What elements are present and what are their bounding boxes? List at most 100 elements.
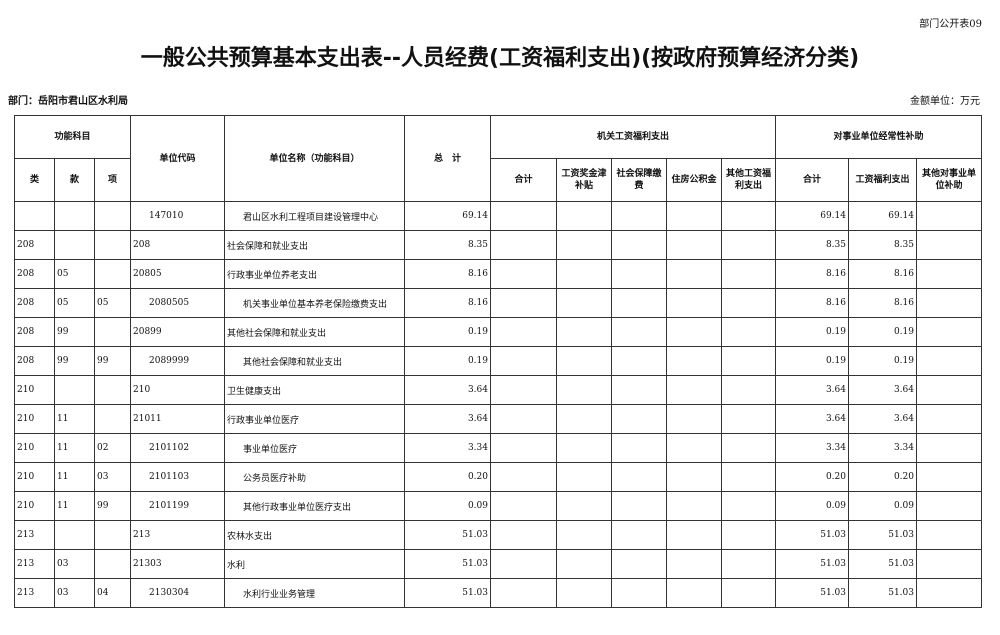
cell-sub-total: 8.16 [775,259,849,289]
table-row: 213 03 04 2130304 水利行业业务管理 51.03 51.03 51.03 [14,578,982,608]
cell-sub-other [916,404,982,434]
cell-kuan [54,375,95,405]
cell-lei: 208 [14,317,55,347]
cell-org-housing [666,462,722,492]
cell-code: 21303 [130,549,225,579]
cell-sub-total: 0.19 [775,346,849,376]
cell-sub-other [916,462,982,492]
cell-code: 210 [130,375,225,405]
cell-name: 行政事业单位养老支出 [224,259,405,289]
cell-org-wage [556,491,612,521]
cell-org-wage [556,201,612,231]
cell-sub-total: 3.64 [775,375,849,405]
cell-code: 2130304 [130,578,225,608]
cell-lei: 210 [14,404,55,434]
cell-xiang: 04 [94,578,131,608]
cell-sub-wage: 0.19 [848,317,917,347]
header-org-col: 工资奖金津补贴 [556,158,612,202]
cell-total: 69.14 [404,201,491,231]
cell-org-total [490,230,557,260]
table-row: 208 05 20805 行政事业单位养老支出 8.16 8.16 8.16 [14,259,982,289]
cell-org-total [490,404,557,434]
cell-sub-other [916,317,982,347]
cell-total: 0.19 [404,317,491,347]
cell-org-other [721,578,776,608]
cell-org-other [721,433,776,463]
cell-org-wage [556,259,612,289]
cell-org-social [611,404,667,434]
table-row: 210 210 卫生健康支出 3.64 3.64 3.64 [14,375,982,405]
header-org-col: 合计 [490,158,557,202]
table-row: 213 213 农林水支出 51.03 51.03 51.03 [14,520,982,550]
cell-org-total [490,433,557,463]
cell-lei: 208 [14,288,55,318]
cell-org-social [611,201,667,231]
cell-org-social [611,549,667,579]
cell-sub-wage: 51.03 [848,520,917,550]
header-name: 单位名称（功能科目） [224,115,405,202]
cell-kuan: 11 [54,462,95,492]
cell-org-social [611,317,667,347]
cell-code: 21011 [130,404,225,434]
cell-total: 51.03 [404,520,491,550]
cell-org-wage [556,549,612,579]
cell-sub-other [916,520,982,550]
cell-org-other [721,491,776,521]
cell-org-total [490,375,557,405]
cell-lei: 210 [14,462,55,492]
cell-kuan: 11 [54,491,95,521]
cell-kuan: 03 [54,578,95,608]
cell-code: 2080505 [130,288,225,318]
cell-sub-total: 3.64 [775,404,849,434]
cell-sub-other [916,346,982,376]
cell-org-wage [556,288,612,318]
cell-org-total [490,201,557,231]
cell-org-housing [666,346,722,376]
cell-total: 3.34 [404,433,491,463]
table-row: 213 03 21303 水利 51.03 51.03 51.03 [14,549,982,579]
header-sub: 对事业单位经常性补助 [775,115,982,159]
table-row: 208 99 99 2089999 其他社会保障和就业支出 0.19 0.19 0.19 [14,346,982,376]
header-total: 总 计 [404,115,491,202]
cell-sub-total: 3.34 [775,433,849,463]
cell-sub-total: 0.19 [775,317,849,347]
header-org: 机关工资福利支出 [490,115,776,159]
cell-org-social [611,520,667,550]
cell-org-housing [666,259,722,289]
cell-lei: 213 [14,578,55,608]
header-xiang: 项 [94,158,131,202]
header-lei: 类 [14,158,55,202]
cell-xiang [94,549,131,579]
cell-code: 2101102 [130,433,225,463]
cell-xiang [94,201,131,231]
table-row: 210 11 02 2101102 事业单位医疗 3.34 3.34 3.34 [14,433,982,463]
cell-org-social [611,578,667,608]
cell-code: 208 [130,230,225,260]
cell-org-other [721,520,776,550]
table-row: 147010 君山区水利工程项目建设管理中心 69.14 69.14 69.14 [14,201,982,231]
cell-total: 51.03 [404,549,491,579]
cell-org-other [721,288,776,318]
cell-org-wage [556,433,612,463]
cell-org-total [490,259,557,289]
cell-name: 事业单位医疗 [224,433,405,463]
table-row: 210 11 99 2101199 其他行政事业单位医疗支出 0.09 0.09 0.09 [14,491,982,521]
cell-org-other [721,259,776,289]
cell-xiang: 99 [94,491,131,521]
cell-org-wage [556,404,612,434]
cell-name: 其他行政事业单位医疗支出 [224,491,405,521]
cell-total: 51.03 [404,578,491,608]
cell-org-wage [556,230,612,260]
cell-sub-total: 51.03 [775,549,849,579]
cell-xiang [94,375,131,405]
cell-org-social [611,259,667,289]
cell-org-other [721,346,776,376]
cell-org-other [721,375,776,405]
cell-lei: 210 [14,375,55,405]
page-title: 一般公共预算基本支出表--人员经费(工资福利支出)(按政府预算经济分类) [140,46,860,71]
cell-code: 2101199 [130,491,225,521]
cell-lei: 208 [14,230,55,260]
cell-sub-total: 69.14 [775,201,849,231]
cell-name: 农林水支出 [224,520,405,550]
cell-kuan: 11 [54,433,95,463]
